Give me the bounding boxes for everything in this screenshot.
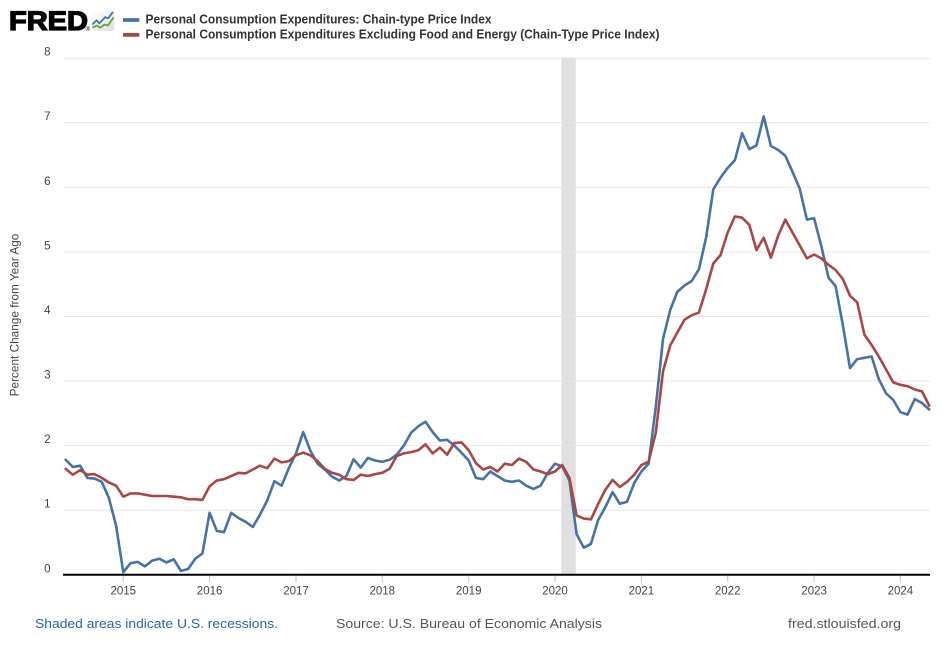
svg-text:7: 7	[44, 111, 50, 123]
svg-text:Percent Change from Year Ago: Percent Change from Year Ago	[8, 233, 22, 396]
svg-text:2018: 2018	[370, 586, 396, 598]
svg-text:FRED: FRED	[9, 6, 88, 36]
svg-text:fred.stlouisfed.org: fred.stlouisfed.org	[788, 616, 901, 631]
svg-text:2: 2	[44, 434, 50, 446]
svg-text:1: 1	[44, 499, 50, 511]
svg-text:0: 0	[44, 563, 50, 575]
svg-text:Personal Consumption Expenditu: Personal Consumption Expenditures: Chain…	[146, 12, 493, 27]
svg-text:6: 6	[44, 176, 50, 188]
svg-text:2022: 2022	[715, 586, 741, 598]
svg-text:2017: 2017	[283, 586, 309, 598]
svg-text:Personal Consumption Expenditu: Personal Consumption Expenditures Exclud…	[146, 27, 660, 42]
svg-text:4: 4	[44, 305, 51, 317]
svg-text:®: ®	[86, 25, 91, 33]
svg-text:Shaded areas indicate U.S. rec: Shaded areas indicate U.S. recessions.	[35, 616, 278, 631]
svg-text:2024: 2024	[888, 586, 914, 598]
svg-text:8: 8	[44, 47, 50, 59]
svg-text:2015: 2015	[111, 586, 137, 598]
svg-text:2019: 2019	[456, 586, 482, 598]
svg-text:5: 5	[44, 240, 50, 252]
svg-text:2023: 2023	[801, 586, 827, 598]
svg-text:3: 3	[44, 370, 50, 382]
svg-text:Source: U.S. Bureau of Economi: Source: U.S. Bureau of Economic Analysis	[336, 616, 603, 631]
svg-text:2020: 2020	[542, 586, 568, 598]
svg-text:2021: 2021	[629, 586, 655, 598]
svg-text:2016: 2016	[197, 586, 223, 598]
